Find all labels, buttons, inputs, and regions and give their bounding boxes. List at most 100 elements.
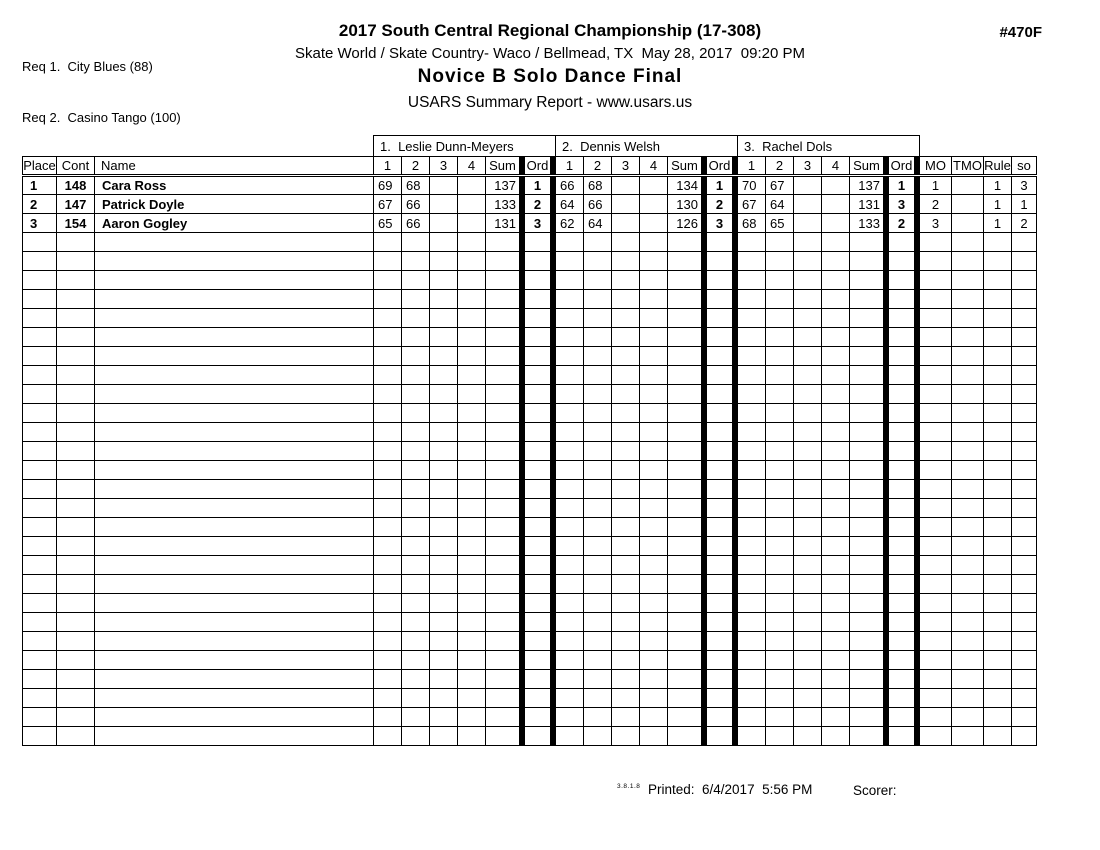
rule-cell (983, 612, 1012, 632)
tmo-cell (951, 175, 984, 195)
judge-3-score-3 (793, 270, 822, 290)
judge-1-score-1 (373, 365, 402, 385)
so-cell (1011, 536, 1037, 556)
judge-2-score-2 (583, 441, 612, 461)
judge-1-sum (485, 308, 520, 328)
judge-3-score-1 (737, 441, 766, 461)
judge-3-sum (849, 270, 884, 290)
judge-2-score-2: 66 (583, 194, 612, 214)
mo-cell (919, 346, 952, 366)
judge-1-score-1 (373, 688, 402, 708)
judge-1-score-3 (429, 536, 458, 556)
judge-1-score-1 (373, 270, 402, 290)
tmo-cell (951, 384, 984, 404)
judge-1-score-3 (429, 251, 458, 271)
col-header-cont: Cont (56, 156, 95, 177)
place-cell (22, 308, 57, 328)
judge-3-score-1 (737, 403, 766, 423)
judge-2-ordinal (706, 384, 733, 404)
judge-3-score-1 (737, 251, 766, 271)
judge-3-score-1 (737, 669, 766, 689)
judge-3-sum (849, 441, 884, 461)
place-cell (22, 441, 57, 461)
judge-2-sum (667, 498, 702, 518)
place-cell (22, 688, 57, 708)
place-cell (22, 365, 57, 385)
mo-cell (919, 707, 952, 727)
name-cell (94, 688, 374, 708)
results-table: 1. Leslie Dunn-Meyers 2. Dennis Welsh 3.… (22, 135, 1037, 746)
judge-1-score-4 (457, 593, 486, 613)
scorer-label: Scorer: (853, 783, 897, 798)
judge-2-score-4 (639, 270, 668, 290)
judge-3-score-4 (821, 650, 850, 670)
so-cell (1011, 403, 1037, 423)
judge-3-score-1 (737, 232, 766, 252)
judge-1-score-3 (429, 498, 458, 518)
judge-2-ordinal: 3 (706, 213, 733, 233)
judge-1-score-2 (401, 346, 430, 366)
judge-3-sum (849, 555, 884, 575)
mo-cell (919, 384, 952, 404)
judge-1-score-2 (401, 688, 430, 708)
judge-3-score-3 (793, 460, 822, 480)
judge-1-score-1 (373, 612, 402, 632)
judge-3-score-3 (793, 365, 822, 385)
mo-cell (919, 669, 952, 689)
mo-cell (919, 612, 952, 632)
judge-2-score-1 (555, 270, 584, 290)
judge-2-ordinal (706, 669, 733, 689)
judge-3-score-2 (765, 726, 794, 746)
judge-3-ordinal: 1 (888, 175, 915, 195)
judge-3-ordinal (888, 612, 915, 632)
judge-3-ordinal (888, 555, 915, 575)
cont-cell (56, 536, 95, 556)
judge-1-sum (485, 593, 520, 613)
judge-3-ordinal (888, 251, 915, 271)
judge-1-sum (485, 384, 520, 404)
judge-1-score-1 (373, 574, 402, 594)
judge-3-ordinal (888, 726, 915, 746)
tmo-cell (951, 327, 984, 347)
judge-1-ordinal (524, 422, 551, 442)
judge-3-score-2 (765, 574, 794, 594)
judge-1-ordinal (524, 631, 551, 651)
name-cell (94, 365, 374, 385)
judge-2-score-1 (555, 612, 584, 632)
name-cell (94, 479, 374, 499)
judge-3-score-3 (793, 498, 822, 518)
judge-3-score-3 (793, 631, 822, 651)
judge-1-sum (485, 498, 520, 518)
judge-2-ordinal (706, 498, 733, 518)
rule-cell (983, 707, 1012, 727)
judge-2-score-4 (639, 707, 668, 727)
judge-2-score-1 (555, 251, 584, 271)
judge-3-score-4 (821, 175, 850, 195)
judge-header-row: 1. Leslie Dunn-Meyers 2. Dennis Welsh 3.… (23, 135, 1037, 157)
judge-2-score-1 (555, 593, 584, 613)
place-cell (22, 593, 57, 613)
rule-cell (983, 327, 1012, 347)
judge-3-score-1 (737, 631, 766, 651)
judge-3-score-4 (821, 441, 850, 461)
cont-cell (56, 574, 95, 594)
judge-3-score-3 (793, 555, 822, 575)
judge-2-score-1 (555, 707, 584, 727)
mo-cell (919, 308, 952, 328)
judge-2-score-2 (583, 327, 612, 347)
tmo-cell (951, 517, 984, 537)
judge-1-score-4 (457, 536, 486, 556)
col-header-tmo: TMO (951, 156, 984, 177)
mo-cell (919, 688, 952, 708)
judge-1-score-1 (373, 631, 402, 651)
col-header-j2-1: 1 (555, 156, 584, 177)
col-header-j1-2: 2 (401, 156, 430, 177)
judge-1-score-4 (457, 479, 486, 499)
judge-3-ordinal (888, 593, 915, 613)
empty-row (22, 403, 1037, 423)
judge-2-score-1 (555, 327, 584, 347)
score-table-body: 1 148 Cara Ross 69 68 137 1 66 68 134 1 70 67 137 1 1 1 3… (22, 175, 1037, 746)
empty-row (22, 479, 1037, 499)
judge-1-score-3 (429, 175, 458, 195)
